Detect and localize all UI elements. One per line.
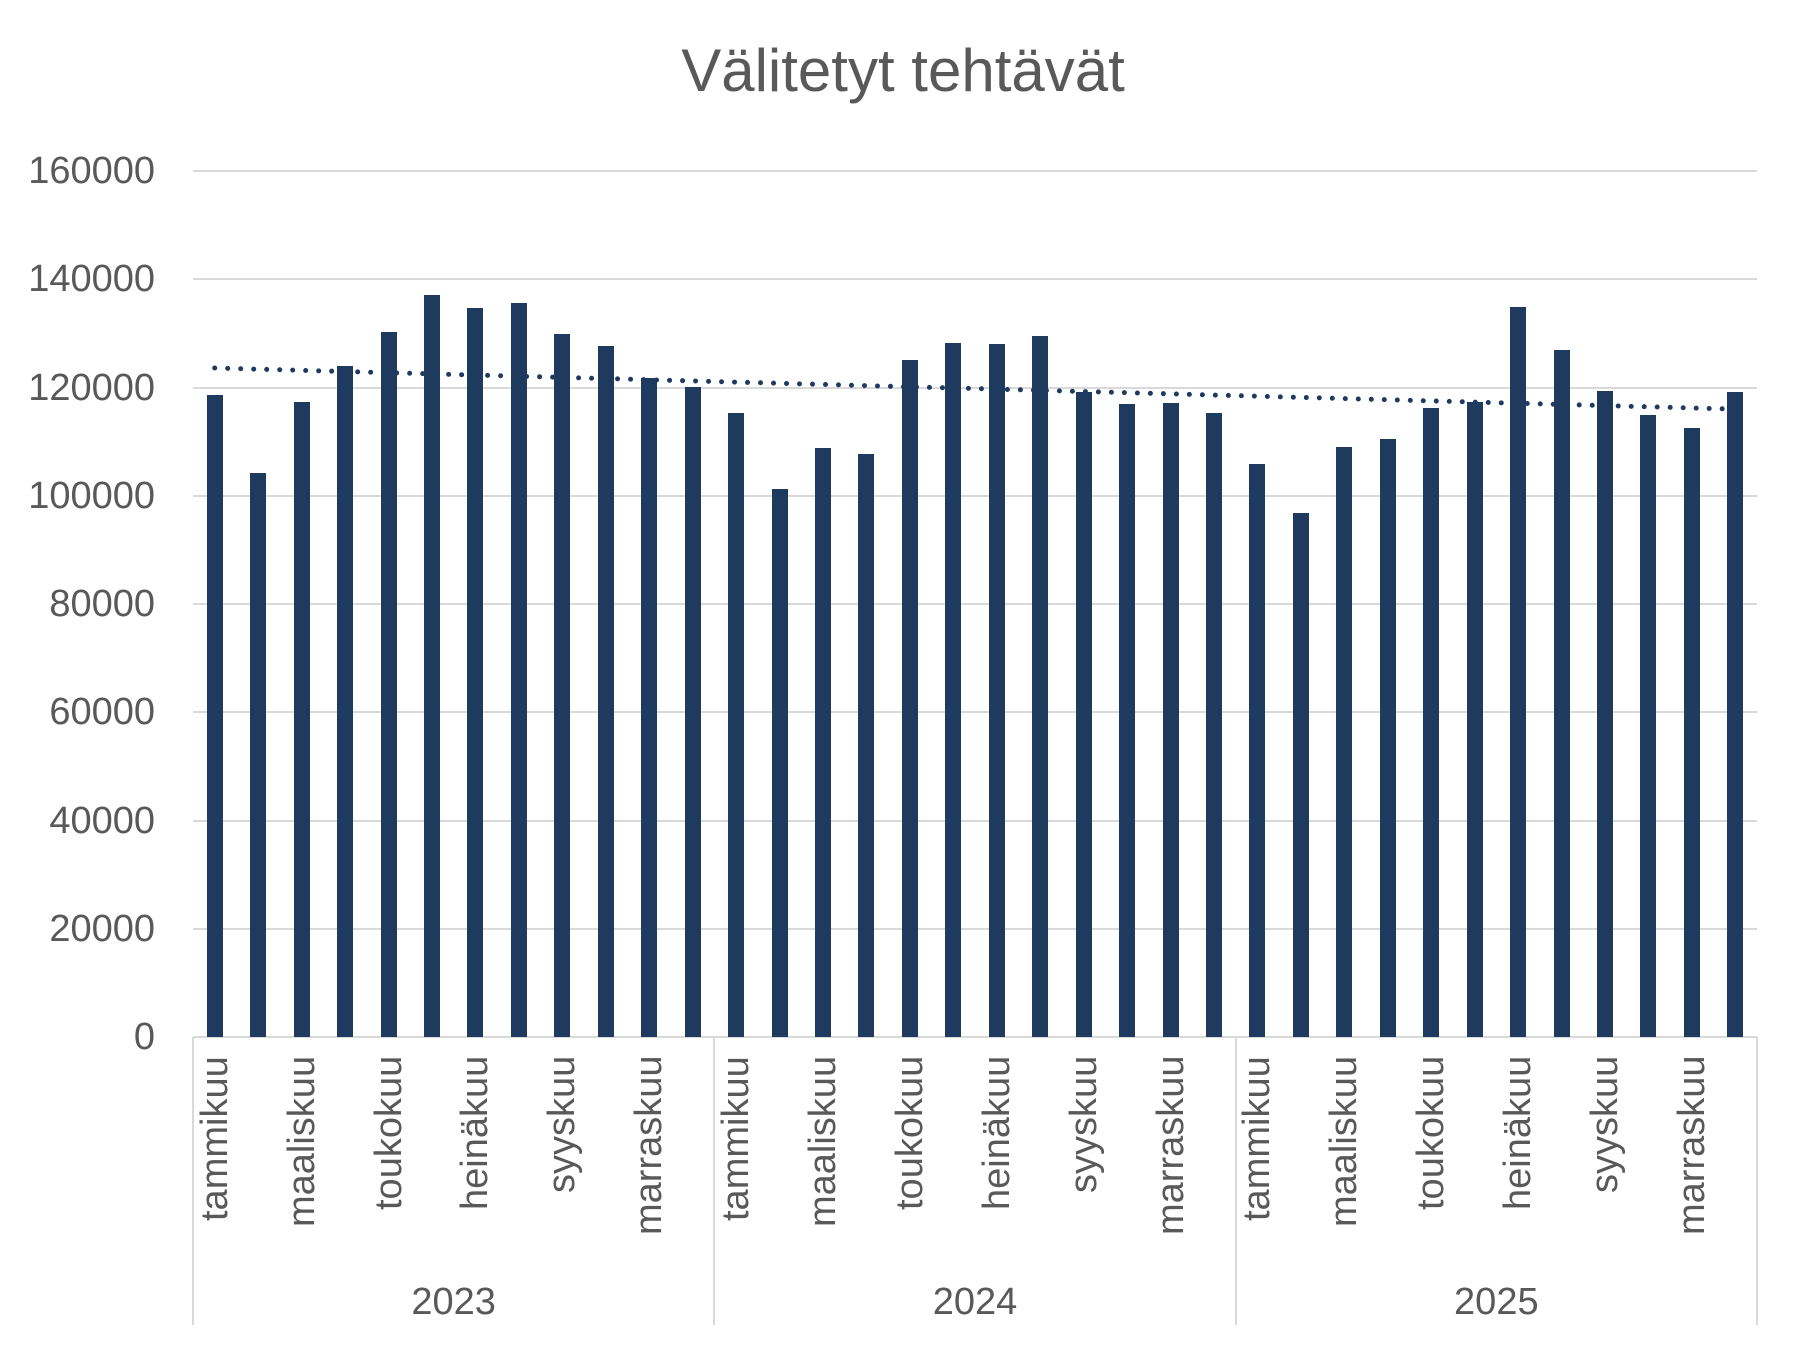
bar-2024-07	[988, 344, 1005, 1037]
month-tick-label: marraskuu	[628, 1056, 671, 1236]
month-tick-label: toukokuu	[1410, 1056, 1453, 1211]
bar-2025-03	[1336, 447, 1353, 1037]
gridline	[193, 170, 1757, 172]
bar-2023-05	[380, 331, 397, 1037]
bar-2024-08	[1032, 336, 1049, 1037]
bar-2023-08	[510, 303, 527, 1037]
year-separator	[1756, 1037, 1758, 1325]
chart-title: Välitetyt tehtävät	[681, 37, 1125, 104]
bar-2024-10	[1119, 404, 1136, 1037]
bar-2024-12	[1205, 412, 1222, 1037]
bar-2024-03	[814, 448, 831, 1037]
bar-2023-02	[250, 473, 267, 1037]
bar-2024-11	[1162, 403, 1179, 1037]
month-tick-label: tammikuu	[715, 1056, 758, 1221]
y-axis-tick-label: 160000	[28, 150, 155, 192]
year-label: 2024	[932, 1281, 1018, 1323]
bar-2025-12	[1727, 391, 1744, 1037]
gridline	[193, 927, 1757, 930]
bar-2024-01	[728, 413, 745, 1037]
gridline	[193, 278, 1757, 281]
bar-2023-12	[684, 386, 701, 1037]
year-label: 2023	[411, 1281, 496, 1323]
month-tick-label: maaliskuu	[280, 1056, 323, 1228]
bar-2024-05	[901, 360, 918, 1037]
gridline	[193, 603, 1757, 605]
y-axis-tick-label: 40000	[49, 799, 155, 842]
y-axis-tick-label: 120000	[28, 366, 155, 409]
year-separator	[713, 1037, 716, 1325]
month-tick-label: syyskuu	[1583, 1056, 1626, 1194]
bar-2025-10	[1640, 415, 1657, 1037]
bar-2023-10	[597, 345, 614, 1037]
month-tick-label: maaliskuu	[1323, 1056, 1366, 1228]
y-axis-tick-label: 140000	[28, 258, 155, 301]
bar-2025-06	[1466, 402, 1483, 1037]
bar-2025-01	[1249, 463, 1266, 1037]
month-tick-label: maaliskuu	[801, 1056, 844, 1228]
month-tick-label: toukokuu	[888, 1056, 931, 1211]
y-axis-tick-label: 0	[133, 1016, 155, 1058]
bar-2025-04	[1379, 438, 1396, 1037]
month-tick-label: heinäkuu	[975, 1056, 1018, 1211]
bar-2025-05	[1423, 408, 1440, 1037]
month-tick-label: syyskuu	[541, 1056, 584, 1194]
month-tick-label: tammikuu	[193, 1056, 236, 1221]
gridline	[193, 494, 1757, 497]
bar-2024-02	[771, 489, 788, 1037]
bar-2025-11	[1683, 428, 1700, 1037]
y-axis-tick-label: 60000	[49, 691, 155, 734]
month-tick-label: tammikuu	[1236, 1056, 1279, 1221]
x-axis-line	[193, 1036, 1757, 1038]
y-axis-tick-label: 80000	[49, 583, 155, 625]
month-tick-label: heinäkuu	[454, 1056, 497, 1211]
month-tick-label: marraskuu	[1149, 1056, 1192, 1236]
month-tick-label: syyskuu	[1062, 1056, 1105, 1194]
month-tick-label: marraskuu	[1670, 1056, 1713, 1236]
bar-2025-02	[1292, 513, 1309, 1037]
bar-2025-09	[1596, 390, 1613, 1037]
bar-2025-07	[1510, 306, 1527, 1037]
bar-2023-09	[554, 333, 571, 1037]
bar-2025-08	[1553, 350, 1570, 1037]
bar-2023-03	[293, 402, 310, 1037]
year-label: 2025	[1454, 1281, 1539, 1323]
bar-2023-01	[206, 395, 223, 1037]
year-separator	[192, 1037, 194, 1325]
year-separator	[1234, 1037, 1237, 1325]
bar-2024-04	[858, 454, 875, 1037]
bar-2023-06	[423, 294, 440, 1037]
bar-2023-04	[337, 365, 354, 1037]
bar-2023-11	[641, 377, 658, 1037]
y-axis-tick-label: 20000	[49, 907, 155, 950]
month-tick-label: toukokuu	[367, 1056, 410, 1211]
gridline	[193, 819, 1757, 822]
bar-2023-07	[467, 307, 484, 1037]
bar-2024-09	[1075, 392, 1092, 1037]
y-axis-tick-label: 100000	[28, 474, 155, 517]
bar-2024-06	[945, 343, 962, 1037]
month-tick-label: heinäkuu	[1497, 1056, 1540, 1211]
gridline	[193, 711, 1757, 714]
